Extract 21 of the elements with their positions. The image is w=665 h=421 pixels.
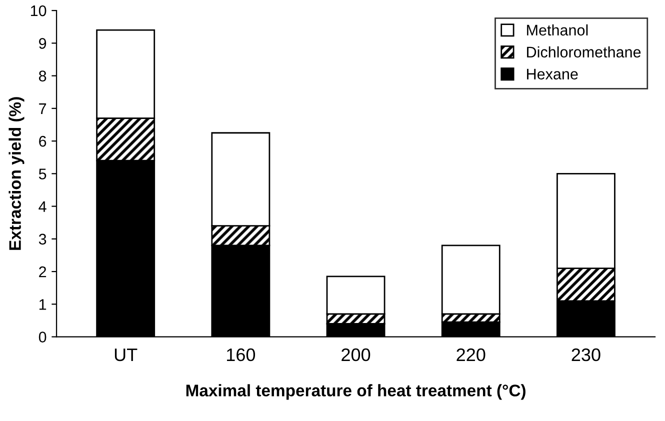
y-tick-label: 2: [39, 266, 46, 278]
x-tick-label: 200: [342, 348, 370, 362]
x-tick-label: 230: [572, 348, 600, 362]
legend-label: Hexane: [527, 68, 578, 80]
y-tick-label: 7: [39, 103, 46, 114]
y-tick-label: 8: [38, 70, 46, 82]
x-axis-title: Maximal temperature of heat treatment (°C): [186, 384, 526, 400]
y-tick-label: 6: [39, 136, 46, 147]
legend-label: Dichloromethane: [527, 46, 641, 58]
y-tick-label: 0: [38, 332, 46, 342]
y-tick-label: 1: [39, 299, 46, 310]
y-tick-label: 5: [38, 168, 46, 180]
x-tick-label: UT: [114, 348, 138, 362]
y-tick-label: 4: [38, 201, 46, 212]
x-tick-label: 160: [226, 348, 256, 362]
y-tick-label: 10: [30, 5, 46, 16]
legend-label: Methanol: [527, 24, 588, 36]
x-tick-label: 220: [456, 348, 486, 362]
y-tick-label: 9: [39, 38, 46, 49]
y-axis-title: Extraction yield (%): [8, 97, 24, 250]
y-tick-label: 3: [38, 234, 46, 245]
